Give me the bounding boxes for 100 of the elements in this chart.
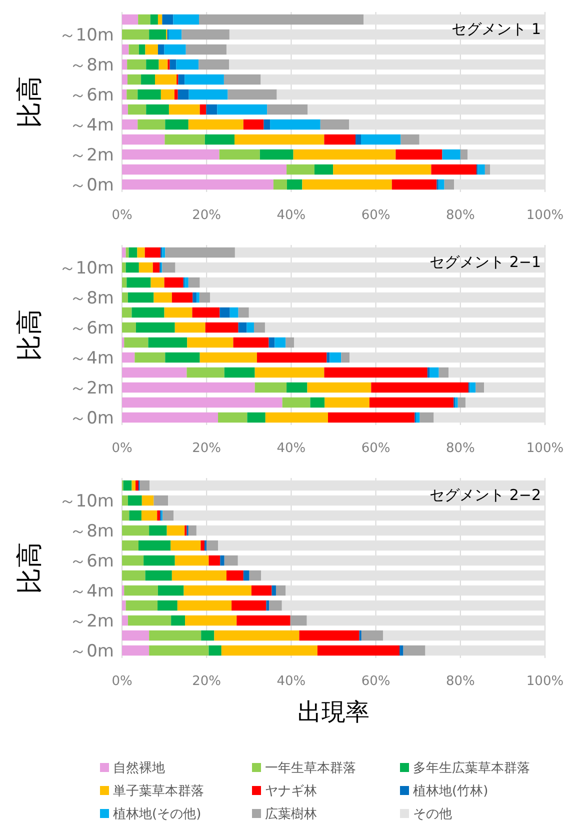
bar [302,179,392,190]
bar [371,382,468,393]
bar [128,615,172,626]
bar [150,277,164,288]
bar [307,382,372,393]
bar [399,645,404,656]
bar [149,29,166,40]
bar [220,555,224,566]
y-tick-label: ～8m [70,56,114,76]
bar [168,104,200,115]
bar [254,322,265,333]
y-tick-label: ～6m [70,552,114,572]
bar [122,615,128,626]
legend-label: ヤナギ林 [265,784,317,799]
y-axis-title: 比高 [15,76,45,128]
bar [122,292,128,303]
bar [361,630,383,641]
bar [208,645,222,656]
bar [206,540,218,551]
legend-label: 自然裸地 [113,761,165,776]
bar [174,89,178,100]
bar [206,104,218,115]
bar [221,645,318,656]
bar [132,480,136,491]
bar [128,44,139,55]
bar [217,104,268,115]
y-tick-label: ～0m [70,176,114,196]
y-tick-label: ～10m [58,258,114,278]
bar [264,119,270,130]
bar [164,277,184,288]
bar [158,14,162,25]
bar [205,322,238,333]
legend-label: 植林地(竹林) [413,784,488,799]
x-tick-label: 100% [526,208,564,223]
bar [186,44,226,55]
bar [165,352,200,363]
y-tick-label: ～10m [58,492,114,512]
x-tick-label: 80% [446,208,475,223]
bar [158,59,168,70]
bar [122,367,187,378]
bar [224,74,261,85]
y-tick-label: ～6m [70,318,114,338]
bar [324,397,370,408]
x-tick-label: 20% [192,208,222,223]
bar [310,397,325,408]
y-tick-label: ～4m [70,116,114,136]
bar [430,367,439,378]
bar [267,104,308,115]
bar [455,397,458,408]
bar [234,134,324,145]
bar [136,480,138,491]
x-tick-label: 60% [361,441,390,456]
bar [152,262,160,273]
bar [177,600,232,611]
bar [320,119,350,130]
bar [122,277,127,288]
bar [185,615,237,626]
bar [138,540,171,551]
bar [188,89,228,100]
x-tick-label: 100% [526,674,564,689]
bar [478,164,485,175]
x-tick-label: 20% [192,441,222,456]
bar [165,119,188,130]
bar [192,307,220,318]
bar [470,382,476,393]
bar [146,104,169,115]
bar [122,134,165,145]
bar [188,525,196,536]
y-tick-label: ～4m [70,582,114,602]
bar [204,134,235,145]
bar [144,247,160,258]
bar [127,59,146,70]
y-tick-label: ～0m [70,642,114,662]
bar [173,14,199,25]
annotation: セグメント 2−1 [430,253,541,271]
legend-label: 植林地(その他) [113,807,202,822]
x-tick-label: 0% [112,208,132,223]
bar [238,322,247,333]
bar [438,179,444,190]
bar [286,337,294,348]
x-axis-title: 出現率 [298,698,370,726]
bar [243,570,250,581]
bar [230,307,238,318]
bar [458,397,466,408]
bar [136,322,175,333]
bar [286,382,308,393]
bar [122,74,128,85]
bar [254,382,287,393]
bar [164,307,192,318]
bar [122,247,126,258]
x-tick-label: 40% [276,208,306,223]
bar [355,134,361,145]
bar [247,412,266,423]
bar [290,615,307,626]
bar [324,367,428,378]
y-tick-label: ～6m [70,86,114,106]
bar [224,555,238,566]
bar [260,149,294,160]
bar [128,247,138,258]
bar [162,510,174,521]
